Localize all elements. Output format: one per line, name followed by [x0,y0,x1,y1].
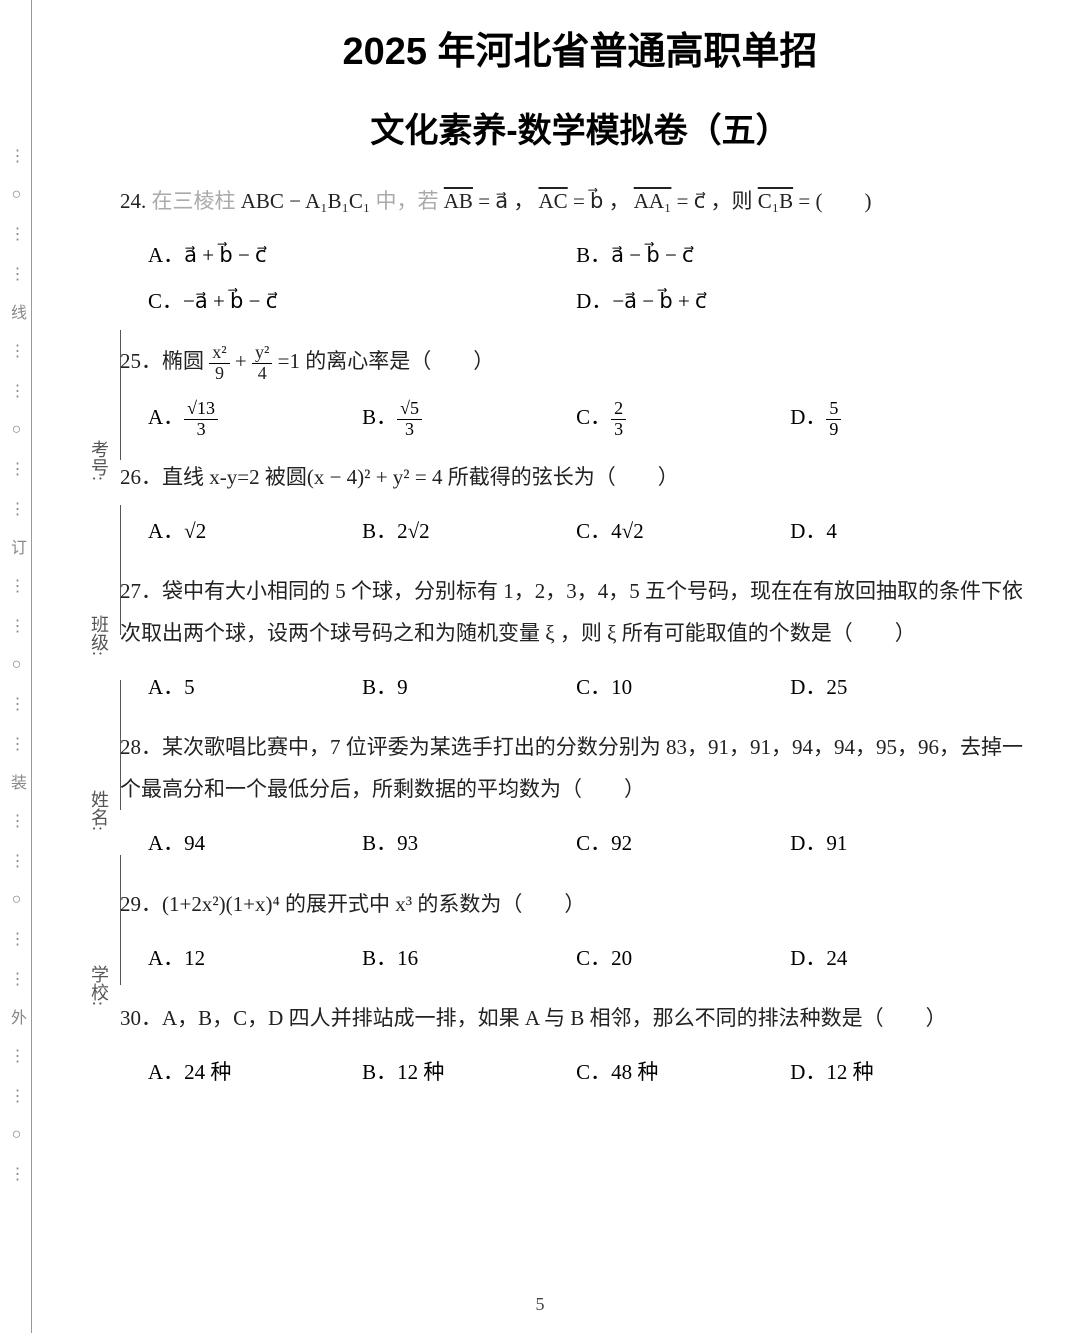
q30-C: C．48 种 [576,1049,790,1095]
t: 25．椭圆 [120,349,209,373]
q28-D: D．91 [790,820,1004,866]
q24-faded2: 中，若 [376,189,439,213]
q30-A: A．24 种 [148,1049,362,1095]
t: =1 的离心率是（ ） [278,349,495,373]
q25-B: B．√53 [362,394,576,440]
q27-A: A．5 [148,664,362,710]
vec-AC: AC [539,189,568,213]
n: y² [252,343,272,364]
f: 59 [826,399,841,440]
t: = b⃗ ， [568,189,634,213]
q29-opts: A．12 B．16 C．20 D．24 [148,935,1040,981]
label-class: 班级: [86,615,112,656]
t: = ( ) [793,189,871,213]
q27-opts: A．5 B．9 C．10 D．25 [148,664,1040,710]
q24-D: D．−a⃗ − b⃗ + c⃗ [576,278,1004,324]
q25-C: C．23 [576,394,790,440]
q26-opts: A．√2 B．2√2 C．4√2 D．4 [148,508,1040,554]
q25-D: D．59 [790,394,1004,440]
d: 9 [209,364,229,384]
frac-x: x²9 [209,343,229,384]
label-examno: 考号: [86,440,112,481]
n: x² [209,343,229,364]
q30-D: D．12 种 [790,1049,1004,1095]
q24-opts: A．a⃗ + b⃗ − c⃗ B．a⃗ − b⃗ − c⃗ C．−a⃗ + b⃗… [148,232,1040,324]
q30-B: B．12 种 [362,1049,576,1095]
q24-mid1: ABC − A₁B₁C₁ [236,189,376,213]
d: 3 [397,420,422,440]
t: + [235,349,252,373]
n: 2 [611,399,626,420]
q29-C: C．20 [576,935,790,981]
title-main: 2025 年河北省普通高职单招 [120,20,1040,75]
q24-A: A．a⃗ + b⃗ − c⃗ [148,232,576,278]
frac-y: y²4 [252,343,272,384]
q28-opts: A．94 B．93 C．92 D．91 [148,820,1040,866]
q27-B: B．9 [362,664,576,710]
d: 3 [611,420,626,440]
t: = a⃗ ， [473,189,539,213]
q27-C: C．10 [576,664,790,710]
t: = c⃗ ，则 [671,189,757,213]
binding-edge: 考号: 班级: 姓名: 学校: [36,0,84,1333]
vec-AB: AB [444,189,473,213]
label-name: 姓名: [86,790,112,831]
l: B． [362,405,397,429]
q27-D: D．25 [790,664,1004,710]
title-sub: 文化素养-数学模拟卷（五） [120,103,1040,152]
q29-D: D．24 [790,935,1004,981]
f: √53 [397,399,422,440]
q24-num: 24. [120,189,152,213]
q25-opts: A．√133 B．√53 C．23 D．59 [148,394,1040,440]
q27-stem: 27．袋中有大小相同的 5 个球，分别标有 1，2，3，4，5 五个号码，现在在… [120,570,1040,654]
q24-C: C．−a⃗ + b⃗ − c⃗ [148,278,576,324]
d: 9 [826,420,841,440]
q25-A: A．√133 [148,394,362,440]
n: √13 [184,399,218,420]
n: 5 [826,399,841,420]
page-content: 2025 年河北省普通高职单招 文化素养-数学模拟卷（五） 24. 在三棱柱 A… [120,20,1040,1111]
q28-A: A．94 [148,820,362,866]
d: 4 [252,364,272,384]
label-school: 学校: [86,965,112,1006]
page-number: 5 [536,1294,545,1315]
vec-AA1: AA₁ [634,189,672,213]
q26-D: D．4 [790,508,1004,554]
gutter-marks: ⋮ ○ ⋮ ⋮ 线 ⋮ ⋮ ○ ⋮ ⋮ 订 ⋮ ⋮ ○ ⋮ ⋮ 装 ⋮ ⋮ ○ … [4,20,28,1310]
q28-C: C．92 [576,820,790,866]
vec-C1B: C₁B [758,189,793,213]
q26-A: A．√2 [148,508,362,554]
q25-stem: 25．椭圆 x²9 + y²4 =1 的离心率是（ ） [120,340,1040,383]
q26-C: C．4√2 [576,508,790,554]
q29-stem: 29．(1+2x²)(1+x)⁴ 的展开式中 x³ 的系数为（ ） [120,883,1040,925]
q29-B: B．16 [362,935,576,981]
l: A． [148,405,184,429]
q26-stem: 26．直线 x-y=2 被圆(x − 4)² + y² = 4 所截得的弦长为（… [120,456,1040,498]
n: √5 [397,399,422,420]
gutter: ⋮ ○ ⋮ ⋮ 线 ⋮ ⋮ ○ ⋮ ⋮ 订 ⋮ ⋮ ○ ⋮ ⋮ 装 ⋮ ⋮ ○ … [0,0,32,1333]
q26-B: B．2√2 [362,508,576,554]
q24-faded1: 在三棱柱 [152,189,236,213]
q24-B: B．a⃗ − b⃗ − c⃗ [576,232,1004,278]
l: D． [790,405,826,429]
f: 23 [611,399,626,440]
q24-stem: 24. 在三棱柱 ABC − A₁B₁C₁ 中，若 AB = a⃗ ， AC =… [120,180,1040,222]
d: 3 [184,420,218,440]
q30-stem: 30．A，B，C，D 四人并排站成一排，如果 A 与 B 相邻，那么不同的排法种… [120,997,1040,1039]
f: √133 [184,399,218,440]
q28-B: B．93 [362,820,576,866]
q29-A: A．12 [148,935,362,981]
l: C． [576,405,611,429]
q28-stem: 28．某次歌唱比赛中，7 位评委为某选手打出的分数分别为 83，91，91，94… [120,726,1040,810]
q30-opts: A．24 种 B．12 种 C．48 种 D．12 种 [148,1049,1040,1095]
